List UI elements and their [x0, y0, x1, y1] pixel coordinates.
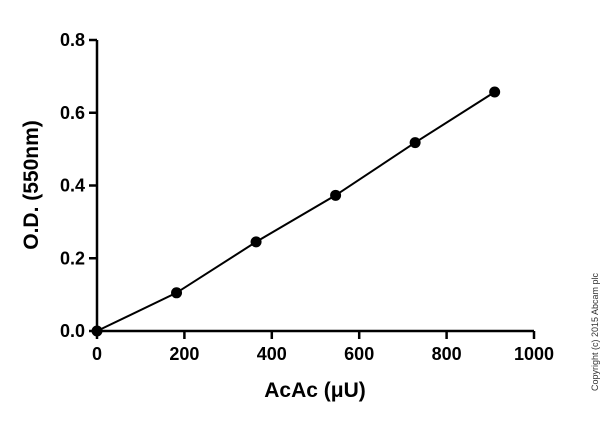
x-tick-label: 800 — [432, 344, 462, 364]
data-point — [330, 189, 342, 201]
series — [91, 86, 501, 337]
y-tick-label: 0.8 — [60, 30, 85, 50]
x-tick-label: 600 — [344, 344, 374, 364]
tick-labels: 0.0 0.2 0.4 0.6 0.8 0 200 400 600 800 1000 — [60, 30, 554, 364]
axes — [95, 40, 534, 333]
x-axis-title: AcAc (μU) — [264, 379, 366, 402]
data-point — [489, 86, 501, 98]
x-tick-label: 400 — [257, 344, 287, 364]
copyright-text: Copyright (c) 2015 Abcam plc — [590, 272, 600, 391]
data-point — [171, 287, 183, 299]
x-tick-label: 1000 — [514, 344, 554, 364]
data-point — [250, 236, 262, 248]
y-tick-label: 0.0 — [60, 321, 85, 341]
y-tick-label: 0.4 — [60, 176, 85, 196]
x-tick-label: 200 — [169, 344, 199, 364]
y-tick-label: 0.6 — [60, 103, 85, 123]
y-tick-label: 0.2 — [60, 248, 85, 268]
data-point — [409, 137, 421, 149]
y-axis-title: O.D. (550nm) — [20, 120, 43, 250]
ticks — [89, 38, 536, 339]
data-point — [91, 325, 103, 337]
x-tick-label: 0 — [92, 344, 102, 364]
series-line — [96, 91, 496, 332]
